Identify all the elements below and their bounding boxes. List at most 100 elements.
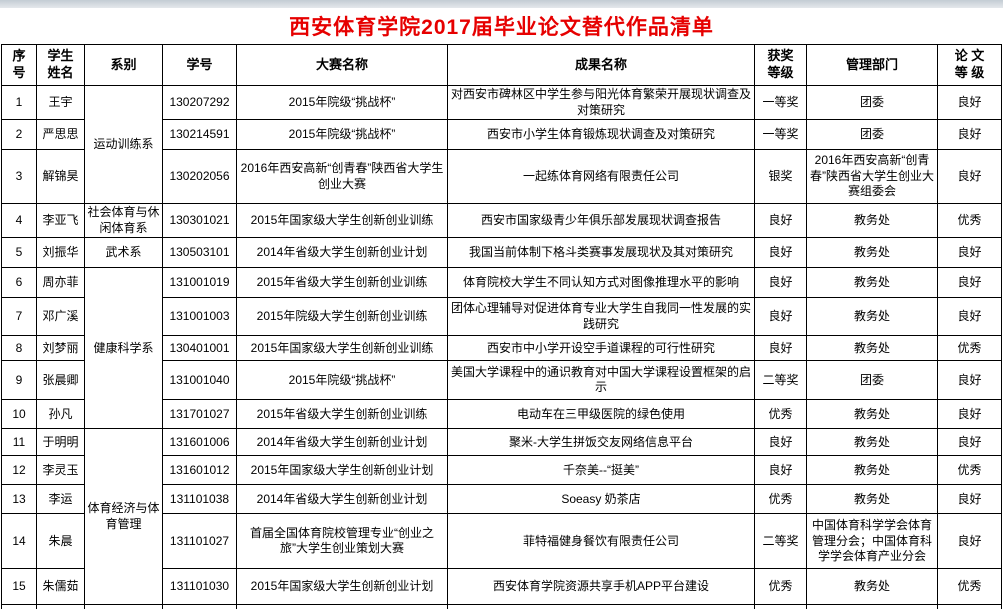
thesis-level: 良好	[937, 149, 1002, 205]
thesis-level: 优秀	[937, 335, 1002, 362]
student-name: 张晨卿	[36, 360, 85, 401]
achievement-name: 美国大学课程中的通识教育对中国大学课程设置框架的启示	[447, 360, 755, 401]
row-index: 8	[1, 335, 37, 362]
competition-name: 2015年国家级大学生创新创业训练	[236, 203, 448, 239]
student-name: 孙凡	[36, 399, 85, 430]
row-index: 11	[1, 428, 37, 457]
student-name: 解锦昊	[36, 149, 85, 205]
admin-department: 团委	[806, 119, 938, 151]
competition-name: 2015年院级“挑战杯”	[236, 84, 448, 121]
table-header: 序 号 学生 姓名 系别 学号 大赛名称 成果名称 获奖 等级 管理部门 论 文…	[1, 44, 1002, 86]
admin-department: 教务处	[806, 428, 938, 457]
award-level: 良好	[754, 455, 807, 486]
student-name: 朱儒茹	[36, 568, 85, 606]
thesis-level: 优秀	[937, 455, 1002, 486]
achievement-name: 千奈美--“挺美”	[447, 455, 755, 486]
empty-cell	[236, 604, 448, 609]
student-id: 131101038	[162, 484, 237, 515]
division-cell: 社会体育与休闲体育系	[84, 203, 163, 239]
thesis-level: 良好	[937, 237, 1002, 269]
row-index: 5	[1, 237, 37, 269]
student-name: 王宇	[36, 84, 85, 121]
student-name: 刘振华	[36, 237, 85, 269]
award-level: 二等奖	[754, 513, 807, 570]
student-name: 李亚飞	[36, 203, 85, 239]
award-level: 良好	[754, 237, 807, 269]
admin-department: 教务处	[806, 484, 938, 515]
thesis-level: 良好	[937, 513, 1002, 570]
empty-cell	[1, 604, 37, 609]
student-name: 周亦菲	[36, 267, 85, 299]
table-row: 8 刘梦丽 130401001 2015年国家级大学生创新创业训练 西安市中小学开设空手…	[1, 335, 1002, 362]
student-id: 131101030	[162, 568, 237, 606]
table-row-partial	[1, 604, 1002, 609]
row-index: 1	[1, 84, 37, 121]
competition-name: 2014年省级大学生创新创业计划	[236, 484, 448, 515]
student-name: 于明明	[36, 428, 85, 457]
row-index: 4	[1, 203, 37, 239]
empty-cell	[162, 604, 237, 609]
row-index: 6	[1, 267, 37, 299]
competition-name: 2014年省级大学生创新创业计划	[236, 428, 448, 457]
student-name: 邓广溪	[36, 297, 85, 337]
table-row: 6 周亦菲 健康科学系 131001019 2015年省级大学生创新创业训练 体育院校大学…	[1, 267, 1002, 430]
thesis-level: 良好	[937, 360, 1002, 401]
row-index: 14	[1, 513, 37, 570]
title-bar: 西安体育学院2017届毕业论文替代作品清单	[0, 8, 1003, 44]
achievement-name: 菲特福健身餐饮有限责任公司	[447, 513, 755, 570]
header-row: 序 号 学生 姓名 系别 学号 大赛名称 成果名称 获奖 等级 管理部门 论 文…	[1, 44, 1002, 86]
competition-name: 2015年省级大学生创新创业训练	[236, 399, 448, 430]
works-table: 序 号 学生 姓名 系别 学号 大赛名称 成果名称 获奖 等级 管理部门 论 文…	[1, 44, 1002, 609]
thesis-level: 良好	[937, 267, 1002, 299]
table-row: 2 严思思 130214591 2015年院级“挑战杯” 西安市小学生体育锻炼现状调查及…	[1, 119, 1002, 151]
student-name: 朱晨	[36, 513, 85, 570]
achievement-name: 我国当前体制下格斗类赛事发展现状及其对策研究	[447, 237, 755, 269]
student-name: 严思思	[36, 119, 85, 151]
empty-cell	[447, 604, 755, 609]
table-row: 1 王宇 运动训练系 130207292 2015年院级“挑战杯” 对西安市碑林区中学生参…	[1, 84, 1002, 205]
thesis-level: 良好	[937, 84, 1002, 121]
student-name: 刘梦丽	[36, 335, 85, 362]
header-admin-dept: 管理部门	[806, 44, 938, 86]
achievement-name: 一起练体育网络有限责任公司	[447, 149, 755, 205]
empty-cell	[36, 604, 85, 609]
award-level: 良好	[754, 267, 807, 299]
student-id: 131101027	[162, 513, 237, 570]
admin-department: 教务处	[806, 237, 938, 269]
admin-department: 中国体育科学学会体育管理分会；中国体育科学学会体育产业分会	[806, 513, 938, 570]
award-level: 良好	[754, 297, 807, 337]
achievement-name: 西安体育学院资源共享手机APP平台建设	[447, 568, 755, 606]
thesis-level: 良好	[937, 119, 1002, 151]
thesis-level: 优秀	[937, 568, 1002, 606]
header-division: 系别	[84, 44, 163, 86]
award-level: 优秀	[754, 484, 807, 515]
achievement-name: 团体心理辅导对促进体育专业大学生自我同一性发展的实践研究	[447, 297, 755, 337]
student-id: 131001040	[162, 360, 237, 401]
competition-name: 2015年院级“挑战杯”	[236, 360, 448, 401]
student-id: 130214591	[162, 119, 237, 151]
student-id: 131001003	[162, 297, 237, 337]
window-edge-strip	[0, 0, 1003, 8]
admin-department: 教务处	[806, 203, 938, 239]
student-id: 131701027	[162, 399, 237, 430]
achievement-name: 体育院校大学生不同认知方式对图像推理水平的影响	[447, 267, 755, 299]
admin-department: 教务处	[806, 267, 938, 299]
header-student-name: 学生 姓名	[36, 44, 85, 86]
table-row: 10 孙凡 131701027 2015年省级大学生创新创业训练 电动车在三甲级医院的绿…	[1, 399, 1002, 430]
table-body: 1 王宇 运动训练系 130207292 2015年院级“挑战杯” 对西安市碑林区中学生参…	[1, 84, 1002, 609]
achievement-name: 聚米-大学生拼饭交友网络信息平台	[447, 428, 755, 457]
admin-department: 团委	[806, 84, 938, 121]
division-cell: 健康科学系	[84, 267, 163, 430]
competition-name: 2015年国家级大学生创新创业训练	[236, 335, 448, 362]
award-level: 良好	[754, 335, 807, 362]
empty-cell	[806, 604, 938, 609]
empty-cell	[84, 604, 163, 609]
student-name: 李运	[36, 484, 85, 515]
award-level: 良好	[754, 203, 807, 239]
table-row: 3 解锦昊 130202056 2016年西安高新“创青春”陕西省大学生创业大赛 一起练…	[1, 149, 1002, 205]
division-cell: 武术系	[84, 237, 163, 269]
award-level: 良好	[754, 428, 807, 457]
header-thesis-grade: 论 文 等 级	[937, 44, 1002, 86]
student-id: 130401001	[162, 335, 237, 362]
